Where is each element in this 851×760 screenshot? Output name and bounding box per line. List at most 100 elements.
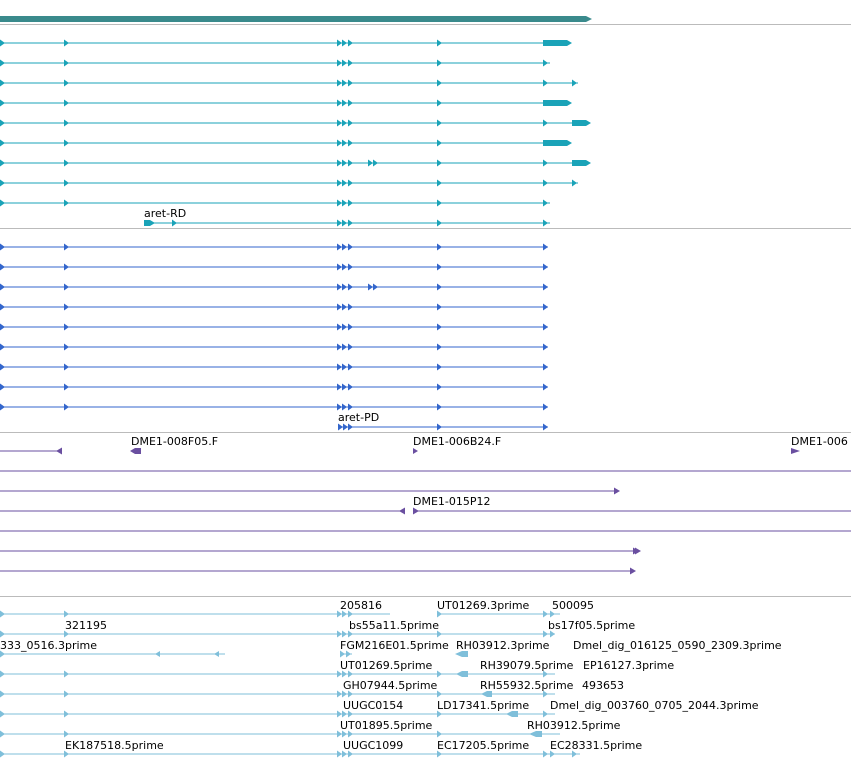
exon-arrow[interactable]: [437, 79, 442, 87]
exon-arrow[interactable]: [543, 343, 548, 351]
exon-arrow[interactable]: [342, 283, 347, 291]
gene-span-aret[interactable]: [0, 16, 592, 22]
clone-label[interactable]: DME1-006B24.F: [413, 435, 501, 448]
exon-arrow[interactable]: [342, 59, 347, 67]
est-arrow[interactable]: [64, 670, 69, 678]
exon-arrow[interactable]: [64, 243, 69, 251]
est-arrow[interactable]: [348, 610, 353, 618]
exon-arrow[interactable]: [64, 139, 69, 147]
exon-arrow[interactable]: [64, 383, 69, 391]
clone-read[interactable]: [791, 448, 800, 454]
exon-arrow[interactable]: [543, 323, 548, 331]
exon-arrow[interactable]: [337, 39, 342, 47]
est-arrow[interactable]: [0, 730, 5, 738]
exon-arrow[interactable]: [348, 283, 353, 291]
est-label[interactable]: UT01269.5prime: [340, 659, 433, 672]
exon-arrow[interactable]: [437, 263, 442, 271]
exon-arrow[interactable]: [368, 283, 373, 291]
exon-arrow[interactable]: [64, 159, 69, 167]
est-block[interactable]: [529, 731, 542, 737]
est-label[interactable]: FGM216E01.5prime: [340, 639, 449, 652]
exon-arrow[interactable]: [64, 303, 69, 311]
exon-arrow[interactable]: [337, 383, 342, 391]
exon-arrow[interactable]: [0, 323, 5, 331]
exon-arrow[interactable]: [373, 159, 378, 167]
exon-arrow[interactable]: [342, 39, 347, 47]
clone-arrowhead[interactable]: [413, 507, 419, 515]
est-arrow[interactable]: [543, 610, 548, 618]
est-arrow[interactable]: [0, 630, 5, 638]
exon-arrow[interactable]: [337, 283, 342, 291]
exon-arrow[interactable]: [342, 119, 347, 127]
est-label[interactable]: LD17341.5prime: [437, 699, 529, 712]
exon-arrow[interactable]: [437, 219, 442, 227]
est-arrow[interactable]: [437, 610, 442, 618]
exon-arrow[interactable]: [337, 139, 342, 147]
clone-read[interactable]: [130, 448, 141, 454]
est-label[interactable]: 205816: [340, 599, 382, 612]
exon-arrow[interactable]: [543, 263, 548, 271]
exon-arrow[interactable]: [64, 363, 69, 371]
clone-read[interactable]: [413, 448, 418, 454]
exon-arrow[interactable]: [348, 263, 353, 271]
exon-arrow[interactable]: [0, 403, 5, 411]
exon-arrow[interactable]: [64, 263, 69, 271]
est-arrow[interactable]: [337, 670, 342, 678]
exon-arrow[interactable]: [337, 179, 342, 187]
est-block[interactable]: [456, 671, 468, 677]
est-arrow[interactable]: [342, 710, 347, 718]
exon-arrow[interactable]: [348, 423, 353, 431]
est-arrow[interactable]: [342, 670, 347, 678]
exon-arrow[interactable]: [437, 343, 442, 351]
exon-arrow[interactable]: [437, 323, 442, 331]
exon-arrow[interactable]: [0, 139, 5, 147]
est-label[interactable]: RH39079.5prime: [480, 659, 574, 672]
exon-arrow[interactable]: [337, 159, 342, 167]
exon-arrow[interactable]: [342, 403, 347, 411]
exon-arrow[interactable]: [543, 119, 548, 127]
est-block[interactable]: [481, 691, 492, 697]
clone-label[interactable]: DME1-015P12: [413, 495, 491, 508]
est-block[interactable]: [506, 711, 518, 717]
exon-arrow[interactable]: [0, 343, 5, 351]
est-label[interactable]: 333_0516.3prime: [0, 639, 97, 652]
exon-arrow[interactable]: [0, 283, 5, 291]
est-arrow[interactable]: [0, 690, 5, 698]
exon-arrow[interactable]: [348, 119, 353, 127]
exon-arrow[interactable]: [337, 343, 342, 351]
exon-arrow[interactable]: [0, 179, 5, 187]
exon-arrow[interactable]: [0, 243, 5, 251]
exon-arrow[interactable]: [373, 283, 378, 291]
exon-arrow[interactable]: [0, 363, 5, 371]
est-arrow[interactable]: [64, 630, 69, 638]
est-arrow[interactable]: [0, 710, 5, 718]
est-arrow[interactable]: [348, 730, 353, 738]
est-arrow[interactable]: [337, 730, 342, 738]
exon-arrow[interactable]: [348, 179, 353, 187]
exon-arrow[interactable]: [543, 363, 548, 371]
exon-arrow[interactable]: [337, 323, 342, 331]
est-arrow[interactable]: [543, 710, 548, 718]
exon-arrow[interactable]: [437, 179, 442, 187]
exon-arrow[interactable]: [64, 343, 69, 351]
exon-arrow[interactable]: [342, 343, 347, 351]
exon-arrow[interactable]: [0, 79, 5, 87]
est-label[interactable]: UT01895.5prime: [340, 719, 433, 732]
est-label[interactable]: EC17205.5prime: [437, 739, 529, 752]
exon-arrow[interactable]: [337, 363, 342, 371]
est-arrow[interactable]: [342, 750, 347, 758]
exon-arrow[interactable]: [348, 383, 353, 391]
exon-arrow[interactable]: [437, 383, 442, 391]
est-label[interactable]: RH55932.5prime: [480, 679, 574, 692]
exon-arrow[interactable]: [64, 179, 69, 187]
exon-arrow[interactable]: [64, 323, 69, 331]
est-arrow[interactable]: [64, 610, 69, 618]
exon-arrow[interactable]: [348, 219, 353, 227]
est-arrow[interactable]: [342, 610, 347, 618]
exon-arrow[interactable]: [348, 139, 353, 147]
est-arrow[interactable]: [543, 670, 548, 678]
exon-block[interactable]: [144, 220, 155, 226]
exon-arrow[interactable]: [342, 179, 347, 187]
exon-arrow[interactable]: [0, 303, 5, 311]
